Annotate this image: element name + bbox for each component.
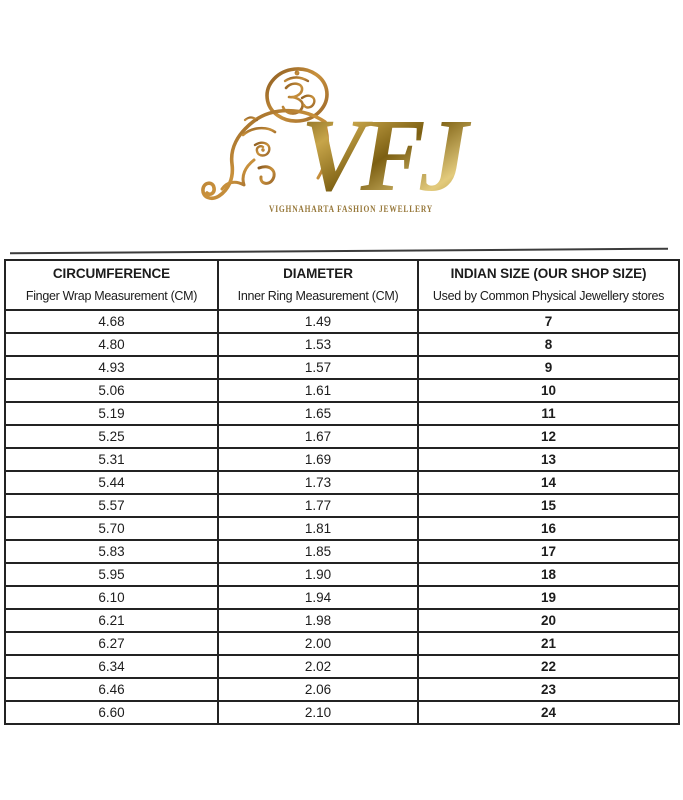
circumference-cell: 5.57 [4, 493, 219, 518]
diameter-cell: 2.00 [217, 631, 419, 656]
brand-logo: VFJ VIGHNAHARTA FASHION JEWELLERY [175, 48, 515, 223]
table-row: 4.80 1.53 8 [4, 332, 680, 357]
table-row: 5.70 1.81 16 [4, 516, 680, 541]
header-circumference: CIRCUMFERENCE Finger Wrap Measurement (C… [4, 259, 219, 311]
circumference-cell: 6.21 [4, 608, 219, 633]
diameter-cell: 1.69 [217, 447, 419, 472]
table-row: 5.06 1.61 10 [4, 378, 680, 403]
top-rule-line [10, 247, 668, 255]
circumference-cell: 5.83 [4, 539, 219, 564]
diameter-cell: 1.77 [217, 493, 419, 518]
circumference-cell: 5.31 [4, 447, 219, 472]
circumference-cell: 4.93 [4, 355, 219, 380]
diameter-subtitle: Inner Ring Measurement (CM) [237, 289, 399, 303]
diameter-cell: 1.65 [217, 401, 419, 426]
indian-size-cell: 15 [417, 493, 680, 518]
table-row: 5.19 1.65 11 [4, 401, 680, 426]
indian-size-cell: 21 [417, 631, 680, 656]
indian-size-cell: 22 [417, 654, 680, 679]
indian-size-cell: 23 [417, 677, 680, 702]
diameter-cell: 2.06 [217, 677, 419, 702]
table-row: 5.57 1.77 15 [4, 493, 680, 518]
table-row: 6.60 2.10 24 [4, 700, 680, 725]
ganesha-elephant-icon [201, 108, 330, 200]
indian-size-title: INDIAN SIZE (OUR SHOP SIZE) [450, 266, 647, 281]
circumference-cell: 6.46 [4, 677, 219, 702]
diameter-cell: 1.57 [217, 355, 419, 380]
diameter-title: DIAMETER [283, 266, 353, 281]
table-row: 5.25 1.67 12 [4, 424, 680, 449]
diameter-cell: 1.67 [217, 424, 419, 449]
table-row: 5.31 1.69 13 [4, 447, 680, 472]
diameter-cell: 2.10 [217, 700, 419, 725]
indian-size-cell: 9 [417, 355, 680, 380]
circumference-cell: 6.60 [4, 700, 219, 725]
circumference-cell: 5.95 [4, 562, 219, 587]
indian-size-cell: 7 [417, 309, 680, 334]
indian-size-cell: 17 [417, 539, 680, 564]
diameter-cell: 1.94 [217, 585, 419, 610]
indian-size-cell: 11 [417, 401, 680, 426]
circumference-cell: 5.06 [4, 378, 219, 403]
table-header: CIRCUMFERENCE Finger Wrap Measurement (C… [4, 259, 680, 311]
circumference-cell: 6.10 [4, 585, 219, 610]
ring-size-table: CIRCUMFERENCE Finger Wrap Measurement (C… [4, 259, 680, 725]
circumference-cell: 6.34 [4, 654, 219, 679]
table-row: 6.21 1.98 20 [4, 608, 680, 633]
table-row: 5.83 1.85 17 [4, 539, 680, 564]
circumference-title: CIRCUMFERENCE [52, 266, 171, 281]
indian-size-cell: 10 [417, 378, 680, 403]
diameter-cell: 2.02 [217, 654, 419, 679]
table-row: 4.93 1.57 9 [4, 355, 680, 380]
diameter-cell: 1.61 [217, 378, 419, 403]
diameter-cell: 1.98 [217, 608, 419, 633]
circumference-cell: 4.68 [4, 309, 219, 334]
circumference-cell: 5.70 [4, 516, 219, 541]
indian-size-cell: 24 [417, 700, 680, 725]
table-row: 6.10 1.94 19 [4, 585, 680, 610]
table-row: 4.68 1.49 7 [4, 309, 680, 334]
circumference-cell: 5.44 [4, 470, 219, 495]
table-row: 6.34 2.02 22 [4, 654, 680, 679]
circumference-subtitle: Finger Wrap Measurement (CM) [25, 289, 198, 303]
diameter-cell: 1.49 [217, 309, 419, 334]
diameter-cell: 1.90 [217, 562, 419, 587]
brand-initials: VFJ [301, 98, 471, 213]
diameter-cell: 1.53 [217, 332, 419, 357]
table-row: 6.27 2.00 21 [4, 631, 680, 656]
indian-size-cell: 14 [417, 470, 680, 495]
table-row: 5.44 1.73 14 [4, 470, 680, 495]
diameter-cell: 1.85 [217, 539, 419, 564]
table-row: 5.95 1.90 18 [4, 562, 680, 587]
indian-size-cell: 16 [417, 516, 680, 541]
indian-size-cell: 13 [417, 447, 680, 472]
indian-size-cell: 20 [417, 608, 680, 633]
indian-size-cell: 12 [417, 424, 680, 449]
header-diameter: DIAMETER Inner Ring Measurement (CM) [217, 259, 419, 311]
diameter-cell: 1.73 [217, 470, 419, 495]
table-body: 4.68 1.49 7 4.80 1.53 8 4.93 1.57 9 5.06 1.61 10 5.1… [4, 309, 680, 725]
header-indian-size: INDIAN SIZE (OUR SHOP SIZE) Used by Comm… [417, 259, 680, 311]
circumference-cell: 4.80 [4, 332, 219, 357]
brand-logo-svg: VFJ VIGHNAHARTA FASHION JEWELLERY [201, 67, 477, 215]
diameter-cell: 1.81 [217, 516, 419, 541]
circumference-cell: 5.25 [4, 424, 219, 449]
indian-size-subtitle: Used by Common Physical Jewellery stores [432, 289, 665, 303]
table-header-row: CIRCUMFERENCE Finger Wrap Measurement (C… [4, 259, 680, 311]
indian-size-cell: 8 [417, 332, 680, 357]
indian-size-cell: 19 [417, 585, 680, 610]
table-row: 6.46 2.06 23 [4, 677, 680, 702]
brand-tagline: VIGHNAHARTA FASHION JEWELLERY [269, 205, 433, 215]
circumference-cell: 6.27 [4, 631, 219, 656]
circumference-cell: 5.19 [4, 401, 219, 426]
indian-size-cell: 18 [417, 562, 680, 587]
